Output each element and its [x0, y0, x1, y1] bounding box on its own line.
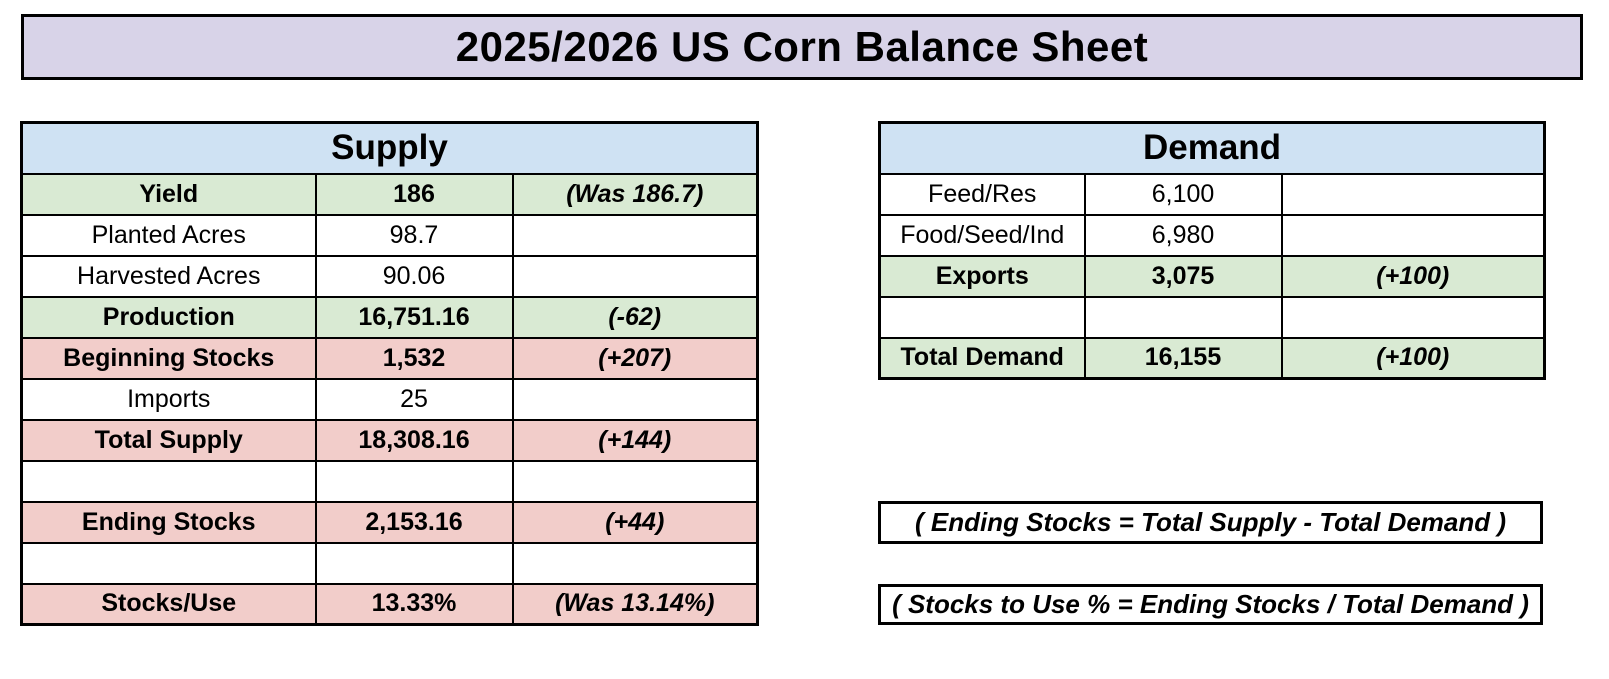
- spacer-cell[interactable]: [20, 541, 317, 585]
- harvested-acres-value-cell[interactable]: 90.06: [314, 254, 514, 298]
- supply-header-label: Supply: [331, 128, 448, 168]
- stocks-to-use-formula-note[interactable]: ( Stocks to Use % = Ending Stocks / Tota…: [878, 584, 1543, 625]
- total-supply-value-cell[interactable]: 18,308.16: [314, 418, 514, 462]
- spacer-cell[interactable]: [511, 541, 759, 585]
- yield-change-cell[interactable]: (Was 186.7): [511, 172, 759, 216]
- table-row-spacer: [878, 295, 1546, 339]
- table-row-feed-res: Feed/Res 6,100: [878, 172, 1546, 216]
- imports-label-cell[interactable]: Imports: [20, 377, 317, 421]
- table-row-yield: Yield 186 (Was 186.7): [20, 172, 759, 216]
- table-row-imports: Imports 25: [20, 377, 759, 421]
- total-demand-change-cell[interactable]: (+100): [1280, 336, 1546, 380]
- beginning-stocks-change-cell[interactable]: (+207): [511, 336, 759, 380]
- table-row-spacer: [20, 459, 759, 503]
- supply-header-cell[interactable]: Supply: [20, 121, 759, 175]
- ending-stocks-formula-text: ( Ending Stocks = Total Supply - Total D…: [914, 507, 1507, 537]
- demand-header-cell[interactable]: Demand: [878, 121, 1546, 175]
- table-row-spacer: [20, 541, 759, 585]
- spacer-cell[interactable]: [20, 459, 317, 503]
- table-row-harvested-acres: Harvested Acres 90.06: [20, 254, 759, 298]
- ending-stocks-formula-note[interactable]: ( Ending Stocks = Total Supply - Total D…: [878, 501, 1543, 544]
- production-change-cell[interactable]: (-62): [511, 295, 759, 339]
- table-row-food-seed-ind: Food/Seed/Ind 6,980: [878, 213, 1546, 257]
- table-row-planted-acres: Planted Acres 98.7: [20, 213, 759, 257]
- harvested-acres-label-cell[interactable]: Harvested Acres: [20, 254, 317, 298]
- total-supply-label-cell[interactable]: Total Supply: [20, 418, 317, 462]
- table-row-ending-stocks: Ending Stocks 2,153.16 (+44): [20, 500, 759, 544]
- demand-header-row: Demand: [878, 121, 1546, 175]
- yield-label-cell[interactable]: Yield: [20, 172, 317, 216]
- planted-acres-label-cell[interactable]: Planted Acres: [20, 213, 317, 257]
- beginning-stocks-value-cell[interactable]: 1,532: [314, 336, 514, 380]
- production-label-cell[interactable]: Production: [20, 295, 317, 339]
- stocks-use-change-cell[interactable]: (Was 13.14%): [511, 582, 759, 626]
- exports-change-cell[interactable]: (+100): [1280, 254, 1546, 298]
- table-row-beginning-stocks: Beginning Stocks 1,532 (+207): [20, 336, 759, 380]
- total-demand-value-cell[interactable]: 16,155: [1083, 336, 1283, 380]
- imports-value-cell[interactable]: 25: [314, 377, 514, 421]
- production-value-cell[interactable]: 16,751.16: [314, 295, 514, 339]
- exports-value-cell[interactable]: 3,075: [1083, 254, 1283, 298]
- demand-header-label: Demand: [1142, 128, 1282, 168]
- spacer-cell[interactable]: [511, 459, 759, 503]
- supply-table: Supply Yield 186 (Was 186.7) Planted Acr…: [20, 121, 759, 626]
- supply-header-row: Supply: [20, 121, 759, 175]
- feed-res-change-cell[interactable]: [1280, 172, 1546, 216]
- imports-change-cell[interactable]: [511, 377, 759, 421]
- stocks-use-value-cell[interactable]: 13.33%: [314, 582, 514, 626]
- spacer-cell[interactable]: [314, 459, 514, 503]
- food-seed-ind-change-cell[interactable]: [1280, 213, 1546, 257]
- feed-res-label-cell[interactable]: Feed/Res: [878, 172, 1086, 216]
- planted-acres-change-cell[interactable]: [511, 213, 759, 257]
- beginning-stocks-label-cell[interactable]: Beginning Stocks: [20, 336, 317, 380]
- title-bar[interactable]: 2025/2026 US Corn Balance Sheet: [21, 14, 1583, 80]
- spacer-cell[interactable]: [1280, 295, 1546, 339]
- ending-stocks-label-cell[interactable]: Ending Stocks: [20, 500, 317, 544]
- harvested-acres-change-cell[interactable]: [511, 254, 759, 298]
- spacer-cell[interactable]: [314, 541, 514, 585]
- total-demand-label-cell[interactable]: Total Demand: [878, 336, 1086, 380]
- total-supply-change-cell[interactable]: (+144): [511, 418, 759, 462]
- stocks-to-use-formula-text: ( Stocks to Use % = Ending Stocks / Tota…: [892, 589, 1529, 619]
- ending-stocks-change-cell[interactable]: (+44): [511, 500, 759, 544]
- spacer-cell[interactable]: [878, 295, 1086, 339]
- exports-label-cell[interactable]: Exports: [878, 254, 1086, 298]
- spacer-cell[interactable]: [1083, 295, 1283, 339]
- table-row-production: Production 16,751.16 (-62): [20, 295, 759, 339]
- yield-value-cell[interactable]: 186: [314, 172, 514, 216]
- table-row-total-supply: Total Supply 18,308.16 (+144): [20, 418, 759, 462]
- page-title: 2025/2026 US Corn Balance Sheet: [455, 23, 1149, 70]
- table-row-total-demand: Total Demand 16,155 (+100): [878, 336, 1546, 380]
- planted-acres-value-cell[interactable]: 98.7: [314, 213, 514, 257]
- stocks-use-label-cell[interactable]: Stocks/Use: [20, 582, 317, 626]
- food-seed-ind-value-cell[interactable]: 6,980: [1083, 213, 1283, 257]
- ending-stocks-value-cell[interactable]: 2,153.16: [314, 500, 514, 544]
- feed-res-value-cell[interactable]: 6,100: [1083, 172, 1283, 216]
- demand-table: Demand Feed/Res 6,100 Food/Seed/Ind 6,98…: [878, 121, 1547, 380]
- table-row-stocks-use: Stocks/Use 13.33% (Was 13.14%): [20, 582, 759, 626]
- table-row-exports: Exports 3,075 (+100): [878, 254, 1546, 298]
- food-seed-ind-label-cell[interactable]: Food/Seed/Ind: [878, 213, 1086, 257]
